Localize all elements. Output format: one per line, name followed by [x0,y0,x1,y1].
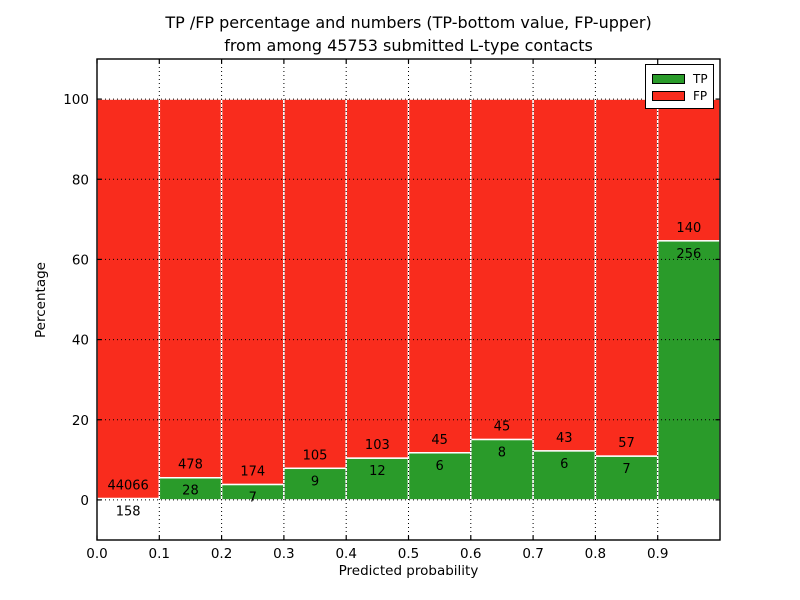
bar-tp-segment [656,240,721,501]
bar-fp-segment [345,98,410,459]
x-tick-label: 0.4 [335,546,356,562]
tp-count-label: 256 [676,247,701,262]
y-tick-label: 60 [72,252,89,268]
fp-count-label: 44066 [107,478,148,493]
tp-count-label: 158 [116,504,141,519]
legend: TP FP [645,64,714,109]
y-tick-label: 0 [80,493,89,509]
bar-fp-segment [220,98,285,486]
legend-item-tp: TP [652,70,708,87]
x-tick-label: 0.5 [398,546,419,562]
x-tick-label: 0.0 [86,546,107,562]
bar-fp-segment [532,98,597,452]
fp-count-label: 45 [494,419,511,434]
tp-swatch [652,73,685,84]
x-tick-label: 0.6 [460,546,481,562]
tp-count-label: 6 [560,457,568,472]
legend-label-fp: FP [693,88,708,103]
chart-title-line2: from among 45753 submitted L-type contac… [224,36,593,55]
fp-count-label: 45 [431,433,448,448]
tp-count-label: 28 [182,484,199,499]
bar-fp-segment [470,98,534,441]
y-tick-label: 80 [72,172,89,188]
fp-swatch [652,90,685,101]
x-tick-label: 0.2 [211,546,232,562]
chart-title-line1: TP /FP percentage and numbers (TP-bottom… [165,13,652,32]
tp-count-label: 12 [369,464,386,479]
tp-count-label: 8 [498,445,506,460]
fp-count-label: 57 [618,436,635,451]
fp-count-label: 174 [240,464,265,479]
chart-title: TP /FP percentage and numbers (TP-bottom… [97,11,720,57]
bar-fp-segment [407,98,472,454]
bar-fp-segment [594,98,659,457]
fp-count-label: 140 [676,221,701,236]
x-axis-label: Predicted probability [338,563,479,579]
bar-fp-segment [96,98,161,500]
tp-count-label: 6 [436,459,444,474]
y-tick-label: 40 [72,333,89,349]
bar-fp-segment [656,98,721,242]
tp-count-label: 7 [249,490,257,505]
fp-count-label: 478 [178,458,203,473]
x-tick-label: 0.7 [522,546,543,562]
legend-label-tp: TP [693,71,708,86]
y-tick-label: 100 [63,92,89,108]
x-tick-label: 0.9 [647,546,668,562]
x-tick-label: 0.8 [585,546,606,562]
bar-fp-segment [158,98,223,479]
x-tick-label: 0.3 [273,546,294,562]
x-tick-label: 0.1 [149,546,170,562]
bar-tp-segment [532,450,597,501]
bar-fp-segment [283,98,347,470]
y-tick-label: 20 [72,413,89,429]
fp-count-label: 43 [556,431,573,446]
tp-count-label: 9 [311,474,319,489]
bar-tp-segment [283,467,347,501]
tp-count-label: 7 [622,462,630,477]
legend-item-fp: FP [652,87,707,104]
bar-tp-segment [470,438,534,501]
fp-count-label: 103 [365,438,390,453]
fp-count-label: 105 [303,448,328,463]
